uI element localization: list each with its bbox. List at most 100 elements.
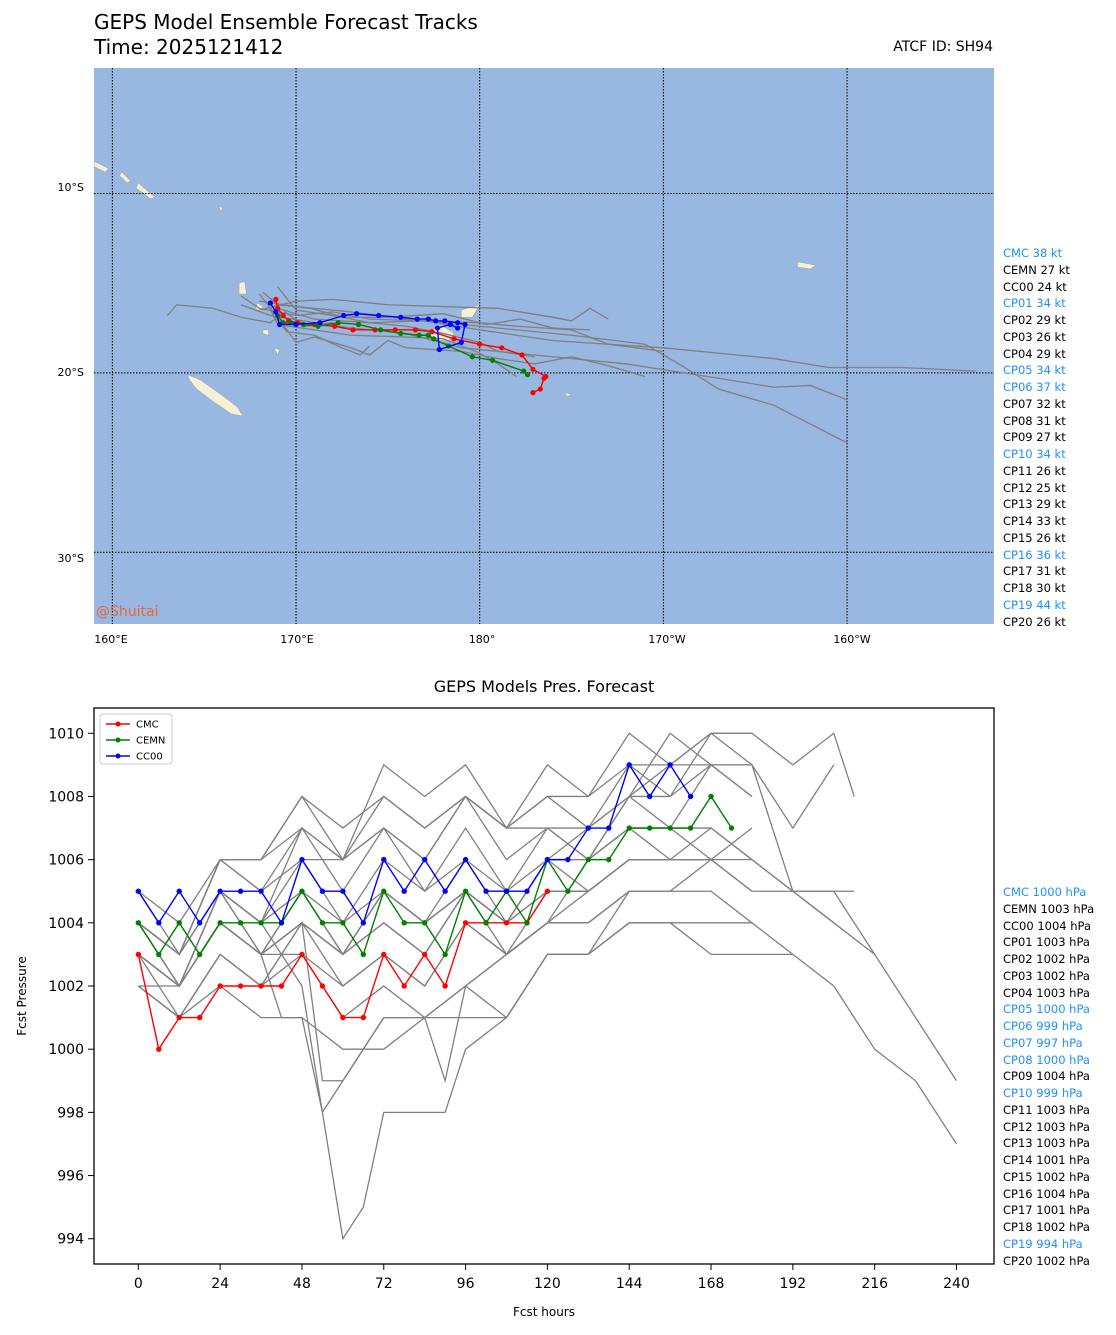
pressure-point-cemn <box>687 825 694 831</box>
pressure-point-cemn <box>360 951 367 958</box>
pressure-point-cemn <box>381 888 387 894</box>
member-track-line <box>259 298 609 322</box>
pressure-point-cemn <box>135 920 142 926</box>
y-tick-label: 998 <box>57 1105 84 1121</box>
pressure-point-cemn <box>340 920 346 926</box>
pressure-point-cc00 <box>483 888 489 894</box>
track-point-cmc <box>392 327 398 333</box>
track-point-cc00 <box>458 339 464 346</box>
pressure-point-cc00 <box>196 920 203 926</box>
wind-legend-item-cp09: CP09 27 kt <box>1003 430 1066 445</box>
watermark: @Shuitai <box>96 604 159 620</box>
track-point-cemn <box>377 327 384 333</box>
pressure-point-cemn <box>176 920 182 926</box>
pressure-point-cmc <box>299 951 305 958</box>
pressure-point-cc00 <box>340 888 346 894</box>
track-point-cmc <box>519 352 525 358</box>
track-point-cc00 <box>433 318 439 324</box>
legend-marker-cmc <box>115 721 121 727</box>
pressure-point-cemn <box>442 951 448 958</box>
pressure-point-cemn <box>524 920 530 926</box>
pressure-point-cmc <box>442 983 448 989</box>
pressure-point-cc00 <box>237 888 244 894</box>
track-point-cmc <box>530 366 536 372</box>
lat-label-20s: 20°S <box>57 366 84 379</box>
pressure-point-cc00 <box>299 856 305 863</box>
pressure-point-cmc <box>401 983 407 989</box>
track-point-cemn <box>521 368 527 374</box>
pres-legend-item-cp11: CP11 1003 hPa <box>1003 1102 1090 1117</box>
member-track-line <box>259 300 848 444</box>
y-tick-label: 1006 <box>48 853 84 869</box>
y-tick-label: 1000 <box>48 1042 84 1058</box>
track-point-cmc <box>280 312 286 319</box>
wind-legend-item-cp13: CP13 29 kt <box>1003 497 1066 512</box>
track-point-cc00 <box>434 325 441 331</box>
track-point-cc00 <box>293 321 299 328</box>
pressure-point-cemn <box>646 825 653 831</box>
pressure-point-cemn <box>708 793 714 800</box>
track-point-cmc <box>530 390 536 396</box>
track-map-svg <box>94 68 994 624</box>
pressure-point-cc00 <box>360 920 367 926</box>
lat-label-30s: 30°S <box>57 552 84 565</box>
member-track-line <box>240 295 976 372</box>
x-tick-label: 120 <box>534 1276 561 1292</box>
x-tick-label: 216 <box>861 1276 888 1292</box>
pressure-point-cemn <box>565 888 571 894</box>
pressure-point-cemn <box>626 825 632 831</box>
legend-label-cemn: CEMN <box>136 736 165 747</box>
track-point-cc00 <box>273 309 279 315</box>
wind-legend-item-cp01: CP01 34 kt <box>1003 296 1066 311</box>
pressure-point-cc00 <box>319 888 326 894</box>
pressure-point-cemn <box>156 951 162 958</box>
wind-legend-item-cp18: CP18 30 kt <box>1003 581 1066 595</box>
pressure-point-cmc <box>156 1046 162 1052</box>
wind-legend-item-cp04: CP04 29 kt <box>1003 346 1066 361</box>
wind-legend-item-cp17: CP17 31 kt <box>1003 564 1066 579</box>
new-caledonia-island <box>187 374 244 417</box>
pres-legend-item-cp06: CP06 999 hPa <box>1003 1019 1083 1033</box>
pressure-point-cc00 <box>381 856 387 863</box>
pressure-point-cemn <box>585 856 592 863</box>
wind-legend-item-cp03: CP03 26 kt <box>1003 329 1066 344</box>
pressure-point-cmc <box>462 920 469 926</box>
pressure-point-cc00 <box>544 856 551 863</box>
pressure-point-cmc <box>135 951 142 958</box>
pressure-point-cemn <box>196 951 203 958</box>
x-tick-label: 168 <box>698 1276 725 1292</box>
pressure-line-cp19 <box>137 732 753 956</box>
track-point-cemn <box>489 357 496 363</box>
track-point-cc00 <box>276 321 283 328</box>
pressure-point-cc00 <box>156 920 162 926</box>
x-tick-label: 24 <box>211 1276 229 1292</box>
pres-legend-item-cp15: CP15 1002 hPa <box>1003 1169 1090 1184</box>
legend-marker-cc00 <box>115 753 121 759</box>
track-point-cemn <box>425 332 431 338</box>
pres-legend-item-cp19: CP19 994 hPa <box>1003 1236 1083 1251</box>
pressure-point-cmc <box>381 951 387 958</box>
track-point-cmc <box>451 336 457 342</box>
pres-legend-item-cp07: CP07 997 hPa <box>1003 1035 1083 1050</box>
wind-legend-item-cp19: CP19 44 kt <box>1003 597 1066 612</box>
y-tick-label: 1010 <box>48 726 84 742</box>
track-point-cc00 <box>267 300 273 306</box>
pressure-point-cemn <box>319 920 326 926</box>
legend-label-cmc: CMC <box>136 720 159 731</box>
wind-legend-item-cp20: CP20 26 kt <box>1003 614 1066 629</box>
x-tick-label: 192 <box>779 1276 806 1292</box>
samoa-island <box>797 261 817 270</box>
wind-legend-item-cp15: CP15 26 kt <box>1003 530 1066 545</box>
pressure-point-cc00 <box>278 920 285 926</box>
pressure-point-cemn <box>237 920 244 926</box>
pressure-point-cemn <box>606 856 612 863</box>
pressure-point-cemn <box>421 920 428 926</box>
pressure-point-cmc <box>278 983 285 989</box>
track-point-cmc <box>273 296 279 302</box>
track-point-cmc <box>499 345 505 351</box>
pres-legend-item-cp14: CP14 1001 hPa <box>1003 1153 1090 1167</box>
pressure-point-cc00 <box>217 888 223 894</box>
pres-legend-item-cp08: CP08 1000 hPa <box>1003 1052 1090 1067</box>
pressure-point-cemn <box>667 825 673 831</box>
pressure-point-cc00 <box>401 888 407 894</box>
